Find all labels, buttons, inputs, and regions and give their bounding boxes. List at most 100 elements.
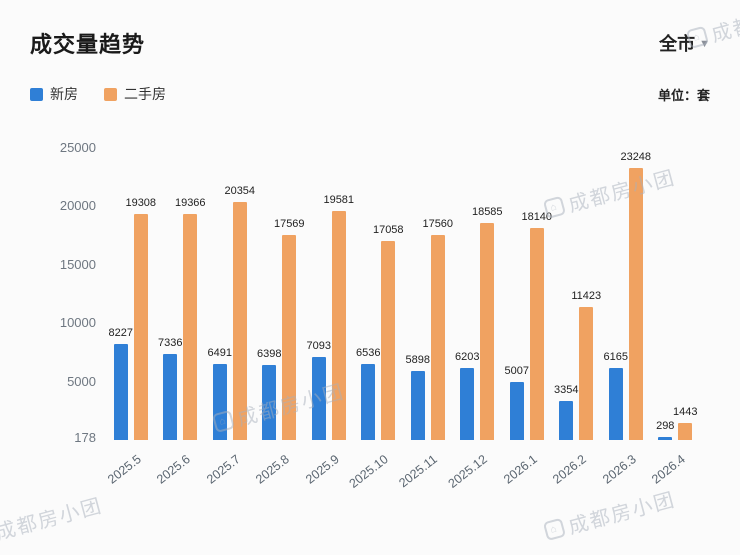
bar-new-home <box>361 364 376 440</box>
y-tick-label: 178 <box>74 429 96 445</box>
bar-slot-resale: 23248 <box>620 148 651 440</box>
x-tick-label: 2026.1 <box>500 452 540 487</box>
y-tick-label: 15000 <box>59 256 96 272</box>
value-label-resale: 17569 <box>273 218 305 230</box>
bar-resale <box>529 228 544 440</box>
bar-new-home <box>262 365 277 440</box>
legend-label-new-home: 新房 <box>50 86 78 102</box>
value-label-new-home: 5898 <box>405 354 430 366</box>
value-label-resale: 19366 <box>174 197 206 209</box>
page-title: 成交量趋势 <box>30 32 146 57</box>
region-label: 全市 <box>659 34 696 54</box>
bar-new-home <box>608 368 623 440</box>
bar-group[interactable]: 7093 19581 <box>304 148 354 440</box>
value-label-resale: 18140 <box>521 211 553 223</box>
bar-slot-resale: 11423 <box>571 148 601 440</box>
bar-slot-new-home: 298 <box>656 148 674 440</box>
y-axis: 25000 20000 15000 10000 5000 178 <box>0 140 96 445</box>
bar-new-home <box>460 368 475 440</box>
bar-slot-new-home: 5898 <box>406 148 430 440</box>
bar-resale <box>331 211 346 440</box>
x-tick-label: 2025.9 <box>302 452 342 487</box>
value-label-resale: 11423 <box>571 290 602 302</box>
bar-slot-resale: 19581 <box>323 148 354 440</box>
bar-slot-resale: 18585 <box>472 148 503 440</box>
bar-new-home <box>410 371 425 440</box>
bar-group[interactable]: 6398 17569 <box>255 148 305 440</box>
bar-group[interactable]: 6165 23248 <box>601 148 651 440</box>
bar-group[interactable]: 6203 18585 <box>453 148 503 440</box>
region-selector[interactable]: 全市 ▼ <box>659 30 710 56</box>
bar-slot-resale: 18140 <box>521 148 552 440</box>
value-label-new-home: 6165 <box>603 351 628 363</box>
x-axis: 2025.5 2025.6 2025.7 2025.8 2025.9 2025.10 202… <box>104 448 706 518</box>
x-tick-label: 2025.5 <box>104 452 144 487</box>
x-tick-label: 2025.10 <box>346 452 391 491</box>
bar-group[interactable]: 6491 20354 <box>205 148 255 440</box>
value-label-resale: 17560 <box>422 218 454 230</box>
legend-swatch-new-home <box>30 87 43 101</box>
bar-group[interactable]: 5898 17560 <box>403 148 453 440</box>
x-tick-label: 2025.7 <box>203 452 243 487</box>
bar-slot-new-home: 6536 <box>356 148 380 440</box>
x-tick-label: 2026.3 <box>599 452 639 487</box>
bar-group[interactable]: 3354 11423 <box>552 148 601 440</box>
value-label-new-home: 6203 <box>455 351 480 363</box>
bar-slot-new-home: 7093 <box>307 148 331 440</box>
value-label-new-home: 6536 <box>356 347 381 359</box>
value-label-new-home: 7093 <box>306 340 331 352</box>
legend-item-new-home[interactable]: 新房 <box>30 84 78 104</box>
bar-slot-new-home: 5007 <box>505 148 529 440</box>
plot-area[interactable]: 8227 19308 7336 19366 6491 20354 6398 17569 7093… <box>106 148 706 440</box>
x-tick-label: 2026.4 <box>649 452 688 487</box>
bar-slot-new-home: 6203 <box>455 148 479 440</box>
x-tick-label: 2025.12 <box>445 452 490 491</box>
bar-slot-resale: 17058 <box>373 148 404 440</box>
value-label-new-home: 6398 <box>257 348 282 360</box>
bar-slot-resale: 20354 <box>224 148 255 440</box>
bar-resale <box>232 202 247 440</box>
bar-group[interactable]: 5007 18140 <box>502 148 552 440</box>
bar-group[interactable]: 7336 19366 <box>156 148 206 440</box>
bar-new-home <box>113 344 128 440</box>
bar-slot-resale: 17560 <box>422 148 453 440</box>
bar-slot-new-home: 8227 <box>109 148 133 440</box>
bar-new-home <box>559 401 574 440</box>
x-tick-label: 2025.6 <box>154 452 193 487</box>
value-label-resale: 19308 <box>125 197 157 209</box>
bar-group[interactable]: 6536 17058 <box>354 148 404 440</box>
x-tick-label: 2026.2 <box>550 452 589 487</box>
unit-label: 单位：套 <box>657 87 710 103</box>
value-label-new-home: 7336 <box>158 337 183 349</box>
chevron-down-icon: ▼ <box>699 38 710 50</box>
legend-item-resale[interactable]: 二手房 <box>104 84 166 104</box>
value-label-new-home: 3354 <box>554 384 579 396</box>
bar-slot-new-home: 6165 <box>604 148 628 440</box>
value-label-resale: 19581 <box>323 194 355 206</box>
value-label-new-home: 8227 <box>108 327 133 339</box>
bar-new-home <box>212 364 227 440</box>
x-tick-label: 2025.11 <box>396 452 441 491</box>
bar-slot-resale: 17569 <box>274 148 305 440</box>
value-label-resale: 17058 <box>372 224 404 236</box>
bar-slot-new-home: 7336 <box>158 148 182 440</box>
y-tick-label: 5000 <box>67 373 96 389</box>
bar-new-home <box>509 382 524 440</box>
bar-resale <box>282 235 297 440</box>
value-label-new-home: 6491 <box>207 347 232 359</box>
bar-resale <box>430 235 445 440</box>
x-tick-label: 2025.8 <box>253 452 292 487</box>
value-label-resale: 20354 <box>224 185 256 197</box>
y-tick-label: 20000 <box>59 198 96 214</box>
bar-slot-resale: 19308 <box>125 148 156 440</box>
bar-new-home <box>311 357 326 440</box>
value-label-new-home: 5007 <box>504 365 529 377</box>
bar-group[interactable]: 8227 19308 <box>106 148 156 440</box>
legend: 新房 二手房 <box>30 84 166 104</box>
bar-group[interactable]: 298 1443 <box>651 148 701 440</box>
chart-header: 成交量趋势 全市 ▼ <box>30 26 710 60</box>
bar-resale <box>381 241 396 440</box>
bar-slot-resale: 1443 <box>673 148 697 440</box>
